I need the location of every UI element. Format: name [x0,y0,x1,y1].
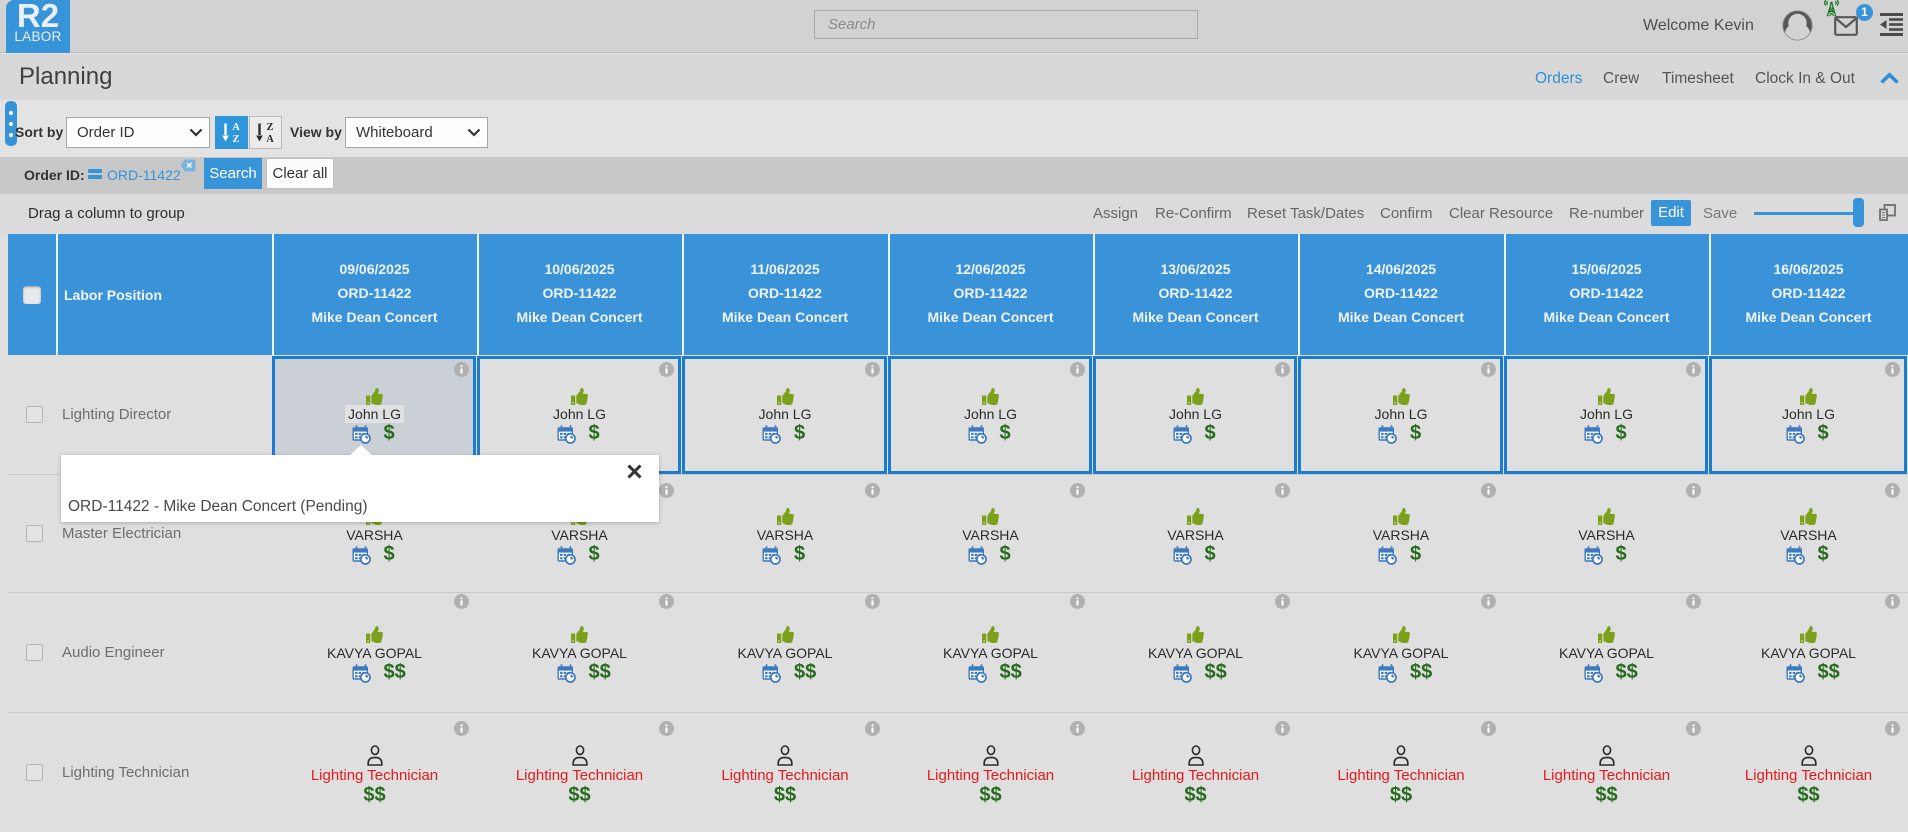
svg-text:A: A [266,134,274,144]
svg-text:Z: Z [266,122,273,133]
svg-text:A: A [232,122,240,133]
svg-text:Z: Z [232,134,239,144]
